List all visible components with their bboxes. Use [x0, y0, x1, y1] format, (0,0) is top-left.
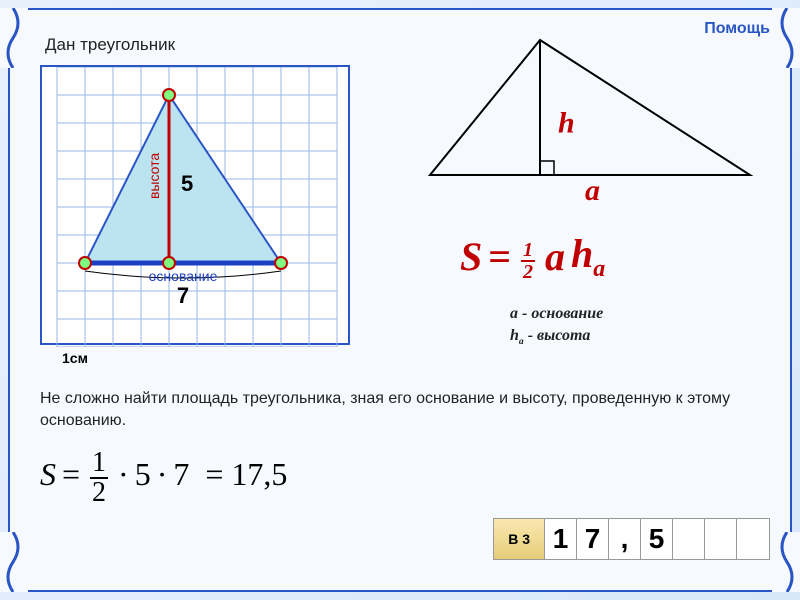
formula-eq: = — [488, 233, 511, 280]
reference-triangle: ha — [420, 35, 760, 205]
given-label: Дан треугольник — [45, 35, 175, 55]
svg-text:7: 7 — [177, 283, 189, 308]
calculation: S = 1 2 · 5 · 7 = 17,5 — [40, 445, 287, 503]
answer-cell[interactable] — [673, 519, 705, 559]
calc-half: 1 2 — [90, 449, 108, 507]
area-formula: S = 1 2 a ha — [460, 230, 605, 283]
calc-result: = 17,5 — [205, 456, 287, 493]
calc-eq: = — [62, 456, 80, 493]
one-half: 1 2 — [521, 240, 535, 282]
answer-cell[interactable]: 5 — [641, 519, 673, 559]
answer-cell[interactable]: 7 — [577, 519, 609, 559]
corner-decoration — [772, 532, 800, 592]
svg-text:высота: высота — [146, 153, 162, 199]
corner-decoration — [772, 8, 800, 68]
formula-S: S — [460, 233, 482, 280]
corner-decoration — [0, 8, 28, 68]
answer-cell[interactable]: 1 — [545, 519, 577, 559]
one-cm-label: 1см — [62, 350, 88, 366]
corner-decoration — [0, 532, 28, 592]
formula-a: a — [545, 233, 565, 280]
variable-definitions: a - основание ha - высота — [510, 305, 603, 351]
triangle-grid: 5 7 высота основание — [40, 65, 350, 345]
calc-dot2: · — [157, 456, 168, 493]
formula-h: ha — [571, 230, 605, 283]
answer-cell[interactable] — [705, 519, 737, 559]
svg-text:5: 5 — [181, 171, 193, 196]
svg-text:h: h — [558, 107, 575, 140]
explanation-text: Не сложно найти площадь треугольника, зн… — [40, 388, 760, 433]
calc-v1: 5 — [135, 456, 151, 493]
def-h: ha - высота — [510, 327, 603, 347]
svg-text:основание: основание — [149, 268, 218, 284]
calc-v2: 7 — [173, 456, 189, 493]
svg-text:a: a — [585, 174, 600, 205]
answer-cell[interactable] — [737, 519, 769, 559]
answer-cell[interactable]: , — [609, 519, 641, 559]
answer-label[interactable]: В 3 — [494, 519, 545, 559]
def-a: a - основание — [510, 305, 603, 323]
calc-S: S — [40, 456, 56, 493]
answer-input-row: В 3 17,5 — [493, 518, 770, 560]
calc-dot1: · — [118, 456, 129, 493]
